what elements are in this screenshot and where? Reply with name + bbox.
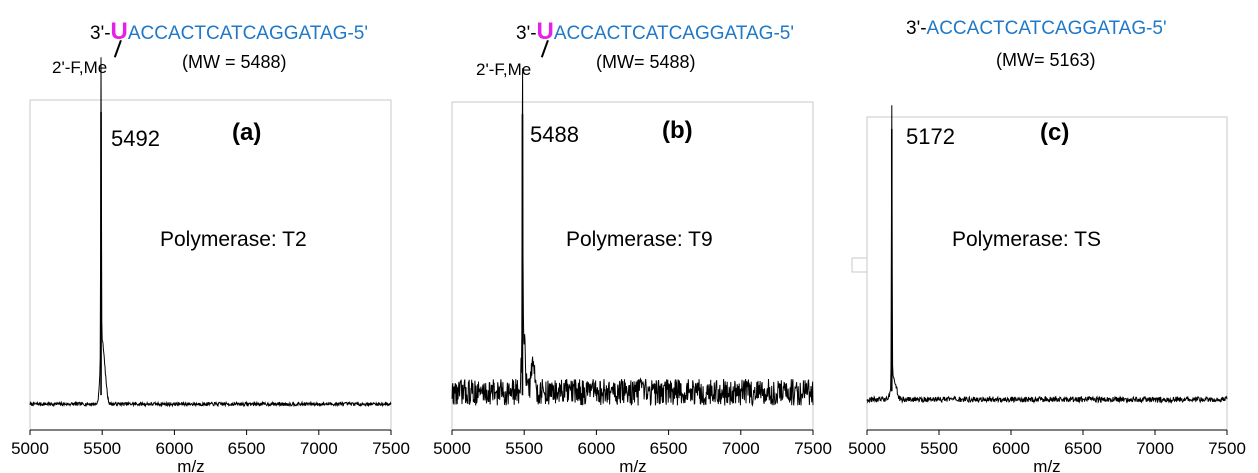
plot-frame	[866, 116, 1228, 431]
seq-body: ACCACTCATCAGGATAG	[127, 23, 348, 44]
panel-b: 3'-UACCACTCATCAGGATAG-5' 2'-F,Me (MW= 54…	[420, 0, 840, 473]
oligo-sequence-b: 3'-UACCACTCATCAGGATAG-5'	[516, 18, 794, 46]
molecular-weight: (MW = 5488)	[182, 52, 287, 72]
x-tick-label: 7500	[372, 439, 410, 458]
molecular-weight: (MW= 5163)	[996, 50, 1096, 70]
spectrum-a: 5492 (a) Polymerase: T2 5000 5500 6000 6500…	[11, 57, 410, 473]
x-tick-label: 6000	[155, 439, 193, 458]
panel-a: 3'-UACCACTCATCAGGATAG-5' 2'-F,Me (MW = 5…	[0, 0, 420, 473]
x-axis-label: m/z	[619, 457, 646, 473]
x-axis-label: m/z	[1033, 457, 1060, 473]
panel-label: (a)	[232, 119, 261, 146]
spectrum-trace	[451, 68, 814, 407]
x-tick-label: 5500	[505, 439, 543, 458]
x-tick-label: 5500	[920, 439, 958, 458]
oligo-sequence-a: 3'-UACCACTCATCAGGATAG-5'	[90, 18, 368, 46]
x-tick-label: 7000	[300, 439, 338, 458]
molecular-weight: (MW= 5488)	[596, 52, 696, 72]
spectrum-b: 5488 (b) Polymerase: T9 5000 5500 6000 6500…	[433, 68, 832, 473]
polymerase-annotation: Polymerase: TS	[952, 228, 1101, 251]
panel-label: (b)	[662, 117, 693, 144]
panel-c: 3'-ACCACTCATCAGGATAG-5' (MW= 5163)	[840, 0, 1258, 473]
x-tick-label: 5000	[433, 439, 471, 458]
seq-suffix: -5'	[1146, 18, 1167, 39]
plot-frame	[29, 99, 392, 431]
peak-label: 5492	[111, 126, 160, 151]
x-tick-label: 6000	[992, 439, 1030, 458]
modification-label: 2'-F,Me	[52, 58, 108, 77]
seq-prefix: 3'-	[516, 23, 537, 44]
seq-suffix: -5'	[347, 23, 368, 44]
x-tick-label: 5500	[83, 439, 121, 458]
oligo-sequence-c: 3'-ACCACTCATCAGGATAG-5'	[906, 18, 1167, 40]
plot-frame	[451, 101, 814, 431]
x-tick-label: 6000	[577, 439, 615, 458]
panel-label: (c)	[1040, 119, 1069, 146]
spectrum-trace	[29, 57, 392, 408]
seq-prefix: 3'-	[906, 18, 927, 39]
x-tick-label: 5000	[11, 439, 49, 458]
modified-base: U	[536, 18, 554, 45]
spectrum-trace	[866, 105, 1228, 404]
polymerase-annotation: Polymerase: T2	[160, 228, 307, 251]
peak-label: 5488	[530, 122, 579, 147]
x-axis-label: m/z	[177, 457, 204, 473]
x-axis: 5000 5500 6000 6500 7000 7500	[11, 429, 410, 458]
x-axis: 5000 5500 6000 6500 7000 7500	[433, 429, 832, 458]
x-tick-label: 7500	[794, 439, 832, 458]
modified-base: U	[110, 18, 128, 45]
seq-body: ACCACTCATCAGGATAG	[553, 23, 774, 44]
x-tick-label: 6500	[1064, 439, 1102, 458]
peak-label: 5172	[906, 124, 955, 149]
seq-suffix: -5'	[773, 23, 794, 44]
frame-bracket	[851, 257, 867, 273]
x-tick-label: 6500	[650, 439, 688, 458]
seq-body: ACCACTCATCAGGATAG	[926, 18, 1147, 39]
x-tick-label: 7500	[1208, 439, 1246, 458]
x-axis: 5000 5500 6000 6500 7000 7500	[848, 429, 1246, 458]
polymerase-annotation: Polymerase: T9	[566, 228, 713, 251]
x-tick-label: 7000	[1136, 439, 1174, 458]
x-tick-label: 5000	[848, 439, 886, 458]
spectrum-c: 5172 (c) Polymerase: TS 5000 5500 6000 6500…	[848, 105, 1246, 473]
seq-prefix: 3'-	[90, 23, 111, 44]
modification-label: 2'-F,Me	[476, 60, 532, 79]
x-tick-label: 7000	[722, 439, 760, 458]
x-tick-label: 6500	[228, 439, 266, 458]
